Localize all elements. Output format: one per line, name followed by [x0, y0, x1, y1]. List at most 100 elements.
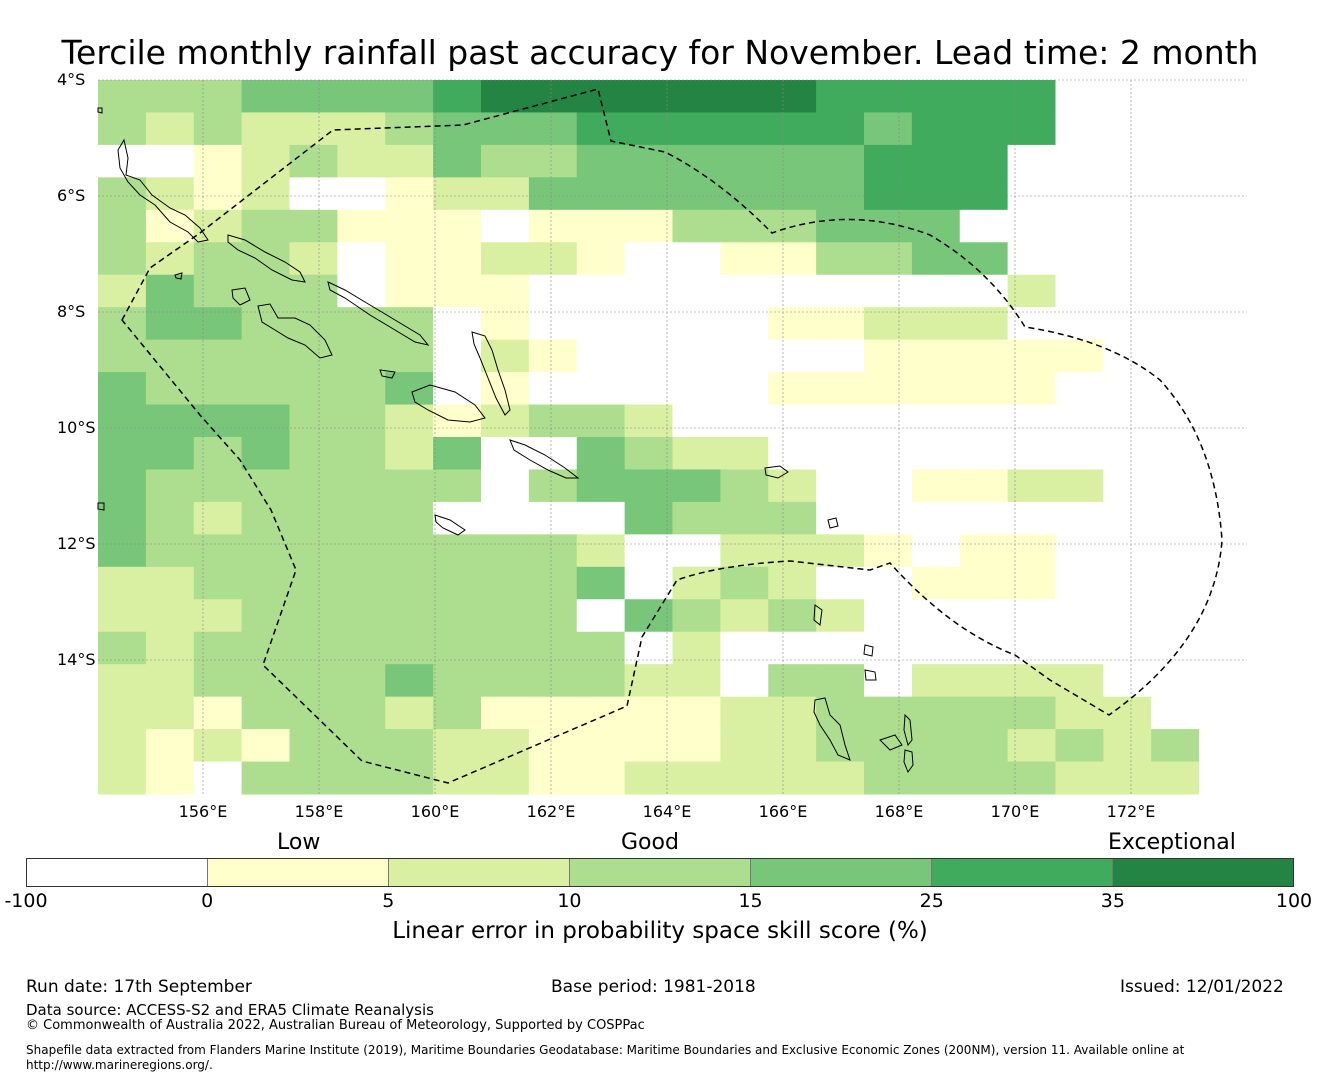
- skill-cell: [1199, 761, 1248, 795]
- skill-cell: [241, 112, 291, 146]
- skill-cell: [576, 80, 626, 113]
- skill-cell: [959, 437, 1009, 470]
- skill-cell: [241, 209, 291, 243]
- skill-cell: [720, 469, 769, 503]
- category-good: Good: [621, 830, 679, 855]
- skill-cell: [289, 80, 338, 113]
- skill-cell: [98, 566, 147, 600]
- skill-cell: [1007, 307, 1057, 341]
- skill-cell: [337, 729, 386, 763]
- skill-cell: [624, 534, 674, 568]
- skill-cell: [98, 469, 147, 503]
- skill-cell: [193, 534, 243, 568]
- skill-cell: [98, 696, 147, 730]
- skill-cell: [1055, 599, 1104, 633]
- skill-cell: [672, 274, 721, 308]
- skill-cell: [911, 372, 961, 406]
- skill-cell: [528, 372, 578, 406]
- skill-cell: [1151, 437, 1200, 470]
- skill-cell: [768, 761, 817, 795]
- skill-cell: [98, 274, 147, 308]
- skill-cell: [98, 664, 147, 698]
- skill-cell: [337, 761, 386, 795]
- skill-cell: [864, 144, 913, 178]
- skill-cell: [768, 469, 817, 503]
- skill-cell: [768, 307, 817, 341]
- skill-cell: [864, 566, 913, 600]
- skill-cell: [911, 729, 961, 763]
- skill-cell: [1055, 112, 1104, 146]
- skill-cell: [672, 209, 721, 243]
- skill-cell: [911, 501, 961, 535]
- skill-cell: [624, 144, 674, 178]
- skill-cell: [528, 696, 578, 730]
- colorbar-tick-label: 25: [919, 890, 944, 912]
- skill-cell: [337, 144, 386, 178]
- skill-cell: [433, 144, 482, 178]
- skill-cell: [816, 242, 865, 276]
- skill-cell: [1103, 469, 1152, 503]
- skill-cell: [289, 469, 338, 503]
- skill-cell: [672, 566, 721, 600]
- skill-cell: [1151, 664, 1200, 698]
- skill-cell: [481, 696, 530, 730]
- skill-cell: [911, 144, 961, 178]
- skill-cell: [816, 404, 865, 438]
- skill-cell: [624, 469, 674, 503]
- skill-cell: [1199, 696, 1248, 730]
- skill-cell: [337, 307, 386, 341]
- skill-cell: [864, 501, 913, 535]
- longitude-label: 162°E: [526, 802, 576, 821]
- skill-cell: [98, 534, 147, 568]
- skill-cell: [768, 501, 817, 535]
- skill-cell: [864, 534, 913, 568]
- skill-cell: [98, 631, 147, 665]
- skill-cell: [1199, 112, 1248, 146]
- skill-cell: [1055, 339, 1104, 373]
- skill-cell: [1007, 599, 1057, 633]
- skill-cell: [576, 404, 626, 438]
- skill-cell: [289, 274, 338, 308]
- skill-cell: [433, 339, 482, 373]
- skill-cell: [98, 501, 147, 535]
- skill-cell: [1007, 274, 1057, 308]
- skill-cell: [720, 112, 769, 146]
- skill-cell: [385, 80, 434, 113]
- skill-cell: [1007, 566, 1057, 600]
- skill-cell: [768, 177, 817, 211]
- skill-cell: [385, 274, 434, 308]
- skill-cell: [289, 566, 338, 600]
- issued-date: Issued: 12/01/2022: [1120, 977, 1284, 997]
- skill-cell: [1151, 631, 1200, 665]
- skill-cell: [672, 144, 721, 178]
- skill-cell: [337, 599, 386, 633]
- skill-cell: [385, 729, 434, 763]
- skill-cell: [624, 307, 674, 341]
- skill-cell: [576, 761, 626, 795]
- skill-cell: [624, 566, 674, 600]
- skill-cell: [720, 729, 769, 763]
- skill-cell: [959, 112, 1009, 146]
- skill-cell: [289, 372, 338, 406]
- skill-cell: [241, 339, 291, 373]
- skill-cell: [1151, 372, 1200, 406]
- skill-cell: [385, 501, 434, 535]
- santa-cruz-island: [764, 465, 789, 479]
- makira-island: [509, 439, 580, 479]
- skill-cell: [911, 631, 961, 665]
- rennell-island: [434, 514, 466, 536]
- skill-cell: [481, 534, 530, 568]
- skill-cell: [241, 599, 291, 633]
- skill-cell: [528, 242, 578, 276]
- skill-cell: [1103, 729, 1152, 763]
- small-islet: [231, 287, 251, 306]
- skill-cell: [576, 501, 626, 535]
- skill-cell: [768, 339, 817, 373]
- skill-cell: [672, 761, 721, 795]
- skill-cell: [1151, 696, 1200, 730]
- skill-cell: [337, 209, 386, 243]
- colorbar: [26, 858, 1294, 887]
- skill-cell: [98, 729, 147, 763]
- skill-cell: [768, 112, 817, 146]
- skill-cell: [433, 274, 482, 308]
